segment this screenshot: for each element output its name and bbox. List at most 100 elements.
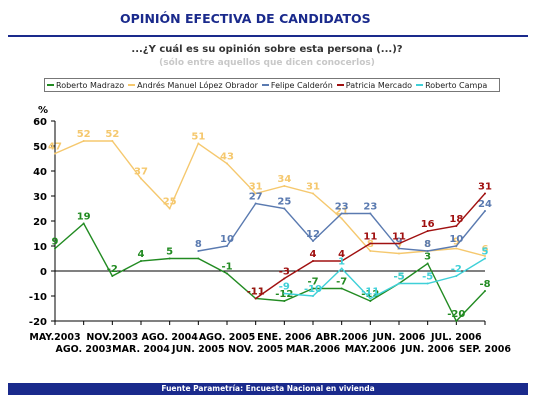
data-point xyxy=(340,260,343,262)
data-point xyxy=(82,140,85,142)
data-point xyxy=(283,292,286,295)
data-point xyxy=(312,260,314,262)
data-point xyxy=(312,192,314,195)
data-label: 3 xyxy=(424,252,431,263)
data-label: 11 xyxy=(363,232,377,243)
data-point xyxy=(398,282,400,285)
legend-label: Roberto Campa xyxy=(425,80,488,90)
x-tick-label: JUL. 2006 xyxy=(430,332,482,343)
data-point xyxy=(426,230,429,232)
data-label: 6 xyxy=(482,244,489,255)
data-label: -7 xyxy=(307,277,318,288)
data-label: 12 xyxy=(306,229,320,240)
x-tick-label: MAY.2003 xyxy=(29,332,80,343)
data-label: 34 xyxy=(277,174,291,185)
data-point xyxy=(369,250,372,252)
legend-label: Roberto Madrazo xyxy=(56,80,125,90)
data-label: 31 xyxy=(306,182,320,193)
data-label: 27 xyxy=(249,192,263,203)
x-tick-label: MAR. 2004 xyxy=(112,344,170,355)
data-label: 1 xyxy=(338,257,345,268)
data-point xyxy=(426,282,429,285)
data-point xyxy=(168,207,171,210)
data-point xyxy=(140,177,142,180)
data-label: -10 xyxy=(304,284,322,295)
y-tick-label: 20 xyxy=(33,217,47,228)
legend-swatch xyxy=(416,84,424,86)
data-label: 31 xyxy=(478,182,492,193)
data-label: 21 xyxy=(335,207,349,218)
data-point xyxy=(283,277,286,280)
data-point xyxy=(283,207,286,210)
series-line xyxy=(54,222,486,323)
data-point xyxy=(283,185,286,187)
data-label: 5 xyxy=(482,247,489,258)
data-label: 23 xyxy=(335,202,349,213)
data-point xyxy=(455,275,458,277)
data-label: 8 xyxy=(367,239,374,250)
data-label: 52 xyxy=(105,129,119,140)
data-label: 23 xyxy=(363,202,377,213)
x-tick-label: JUN. 2006 xyxy=(400,344,454,355)
y-tick-label: 60 xyxy=(33,117,47,128)
data-label: -9 xyxy=(279,282,290,293)
data-point xyxy=(312,295,314,297)
legend-swatch xyxy=(261,84,269,86)
data-point xyxy=(484,257,486,260)
y-tick-label: 10 xyxy=(33,242,47,253)
footer-source: Fuente Parametría: Encuesta Nacional en … xyxy=(8,383,528,395)
data-label: 25 xyxy=(163,197,177,208)
data-label: -5 xyxy=(393,272,404,283)
data-label: -11 xyxy=(247,287,265,298)
data-label: -3 xyxy=(279,267,290,278)
data-label: 4 xyxy=(310,249,317,260)
series-line xyxy=(54,140,486,257)
y-tick-label: 50 xyxy=(33,142,47,153)
data-point xyxy=(168,257,171,260)
data-label: -5 xyxy=(393,272,404,283)
data-point xyxy=(426,262,429,265)
x-tick-label: JUN. 2006 xyxy=(372,332,426,343)
data-point xyxy=(426,250,429,252)
legend-swatch xyxy=(47,84,54,86)
legend-label: Felipe Calderón xyxy=(270,80,333,90)
data-label: 31 xyxy=(249,182,263,193)
data-point xyxy=(455,320,458,322)
series-line xyxy=(284,257,486,300)
data-label: 16 xyxy=(421,219,435,230)
data-label: 18 xyxy=(449,214,463,225)
data-label: 8 xyxy=(424,239,431,250)
data-label: 51 xyxy=(191,132,205,143)
data-point xyxy=(455,225,458,227)
data-point xyxy=(254,192,257,195)
legend-label: Patricia Mercado xyxy=(345,80,413,90)
legend-item: Felipe Calderón xyxy=(261,80,333,90)
x-tick-label: AGO. 2003 xyxy=(55,344,111,355)
data-point xyxy=(455,247,458,250)
y-axis-label: % xyxy=(38,105,48,116)
legend-item: Roberto Madrazo xyxy=(47,81,124,90)
data-label: -2 xyxy=(451,264,462,275)
data-point xyxy=(82,222,85,225)
data-point xyxy=(111,275,114,277)
data-point xyxy=(283,300,286,302)
data-label: -1 xyxy=(221,262,232,273)
data-label: 7 xyxy=(396,242,403,253)
x-tick-label: NOV. 2005 xyxy=(228,344,283,355)
data-label: 8 xyxy=(424,239,431,250)
data-label: 25 xyxy=(277,197,291,208)
data-label: 9 xyxy=(52,237,59,248)
data-label: 24 xyxy=(478,199,492,210)
chart-title: OPINIÓN EFECTIVA DE CANDIDATOS xyxy=(120,11,371,26)
data-point xyxy=(340,287,343,290)
data-point xyxy=(54,247,56,250)
data-label: 4 xyxy=(138,249,145,260)
x-tick-label: ABR.2006 xyxy=(316,332,369,343)
data-label: -12 xyxy=(275,289,293,300)
x-tick-label: ENE. 2006 xyxy=(257,332,312,343)
y-tick-label: 40 xyxy=(33,167,47,178)
data-point xyxy=(484,255,486,257)
legend-swatch xyxy=(128,84,136,86)
data-label: -12 xyxy=(361,289,379,300)
